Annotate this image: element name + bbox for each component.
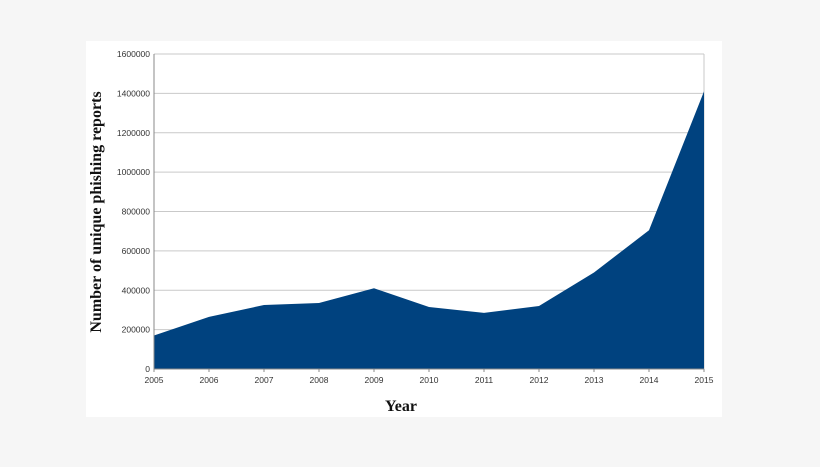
y-tick-label: 1400000 bbox=[117, 88, 150, 98]
area-series-0 bbox=[154, 91, 704, 369]
y-tick-label: 400000 bbox=[122, 285, 151, 295]
y-tick-label: 600000 bbox=[122, 246, 151, 256]
y-axis-title: Number of unique phishing reports bbox=[88, 91, 105, 332]
x-tick-label: 2014 bbox=[640, 375, 659, 385]
x-tick-label: 2010 bbox=[420, 375, 439, 385]
y-tick-label: 0 bbox=[145, 364, 150, 374]
y-tick-label: 1000000 bbox=[117, 167, 150, 177]
y-tick-label: 1600000 bbox=[117, 49, 150, 59]
x-tick-label: 2008 bbox=[310, 375, 329, 385]
x-tick-label: 2013 bbox=[585, 375, 604, 385]
x-axis-title: Year bbox=[385, 398, 417, 415]
y-axis-ticks: 0 200000 400000 600000 800000 1000000 1200000 1… bbox=[117, 49, 150, 374]
x-tick-label: 2006 bbox=[200, 375, 219, 385]
x-tick-label: 2011 bbox=[475, 375, 494, 385]
x-tick-label: 2007 bbox=[255, 375, 274, 385]
area-chart: 0 200000 400000 600000 800000 1000000 1200000 1… bbox=[88, 49, 714, 415]
x-tick-label: 2012 bbox=[530, 375, 549, 385]
x-tick-label: 2015 bbox=[695, 375, 714, 385]
x-tick-label: 2005 bbox=[145, 375, 164, 385]
x-axis-ticks: 2005 2006 2007 2008 2009 2010 2011 2012 2013 2014… bbox=[145, 369, 714, 385]
x-tick-label: 2009 bbox=[365, 375, 384, 385]
y-tick-label: 200000 bbox=[122, 325, 151, 335]
y-tick-label: 800000 bbox=[122, 207, 151, 217]
chart-panel: 0 200000 400000 600000 800000 1000000 1200000 1… bbox=[86, 41, 722, 417]
y-tick-label: 1200000 bbox=[117, 128, 150, 138]
